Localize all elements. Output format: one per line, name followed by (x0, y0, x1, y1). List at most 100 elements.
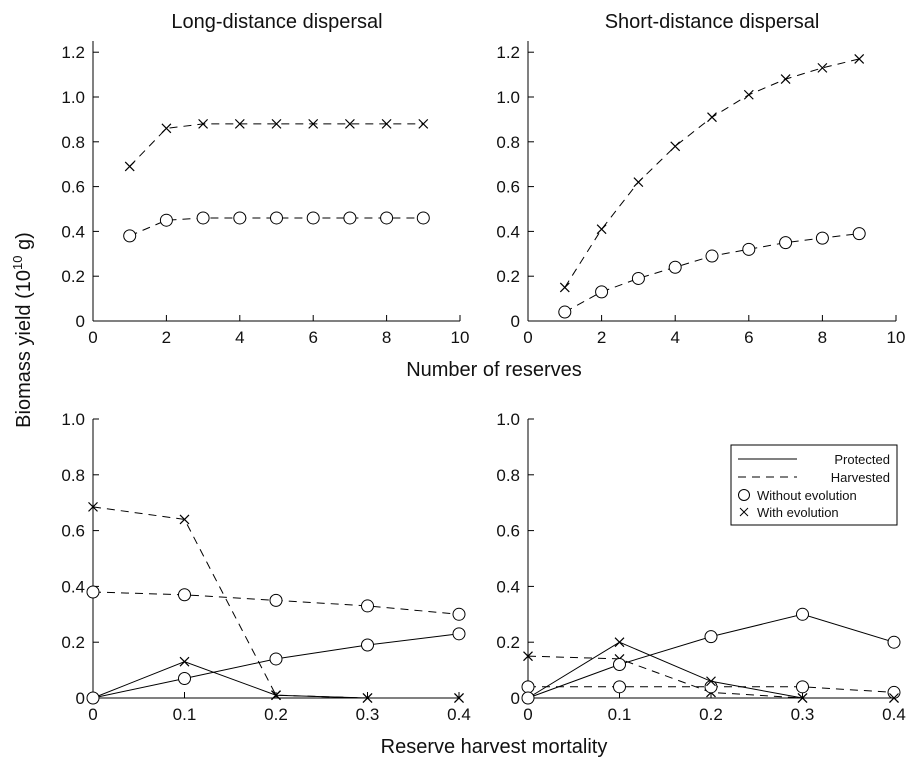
data-point-circle (270, 211, 283, 225)
data-point-cross (308, 118, 319, 129)
x-tick-label: 0.2 (264, 705, 288, 724)
data-point-cross (889, 693, 899, 703)
data-point-circle (452, 627, 466, 641)
y-tick-label: 0.8 (496, 466, 520, 485)
data-point-circle (361, 599, 374, 613)
x-tick-label: 0 (523, 328, 532, 347)
y-tick-label: 0.2 (61, 633, 85, 652)
y-tick-label: 0.6 (496, 522, 520, 541)
bottom-x-axis-label: Reserve harvest mortality (381, 736, 608, 758)
x-tick-label: 4 (235, 328, 244, 347)
y-tick-label: 0.2 (61, 267, 85, 286)
x-tick-label: 0.4 (447, 705, 471, 724)
legend-with-evolution: With evolution (757, 505, 839, 520)
data-point-circle (779, 236, 793, 250)
series-line (129, 123, 424, 167)
y-tick-label: 1.0 (496, 410, 520, 429)
x-tick-label: 10 (887, 328, 906, 347)
legend-protected: Protected (834, 452, 890, 467)
data-point-cross (797, 693, 808, 703)
y-tick-label: 0.6 (496, 178, 520, 197)
data-point-circle (704, 680, 718, 694)
y-tick-label: 0.2 (496, 267, 520, 286)
data-point-cross (88, 501, 98, 512)
data-point-circle (521, 680, 535, 694)
data-point-cross (817, 62, 828, 73)
panel-title-short-distance: Short-distance dispersal (605, 11, 820, 33)
y-tick-label: 0 (76, 689, 85, 708)
legend-box (730, 444, 898, 526)
x-tick-label: 0 (523, 705, 532, 724)
x-tick-label: 0 (88, 705, 97, 724)
data-point-cross (271, 118, 282, 129)
panel-short-distance-mortality: 0 0.1 0.2 0.3 0.4 0 0.2 0.4 0.6 0.8 1.0 (496, 410, 905, 724)
data-point-circle (742, 242, 756, 256)
data-point-circle (306, 211, 320, 225)
series-line (564, 233, 860, 313)
data-point-circle (613, 680, 626, 694)
panel-title-long-distance: Long-distance dispersal (171, 11, 382, 33)
legend-circle-marker (738, 489, 750, 501)
data-point-circle (796, 680, 809, 694)
data-point-circle (852, 227, 866, 241)
data-point-circle (631, 271, 645, 285)
data-point-cross (706, 676, 716, 687)
x-tick-label: 0.4 (882, 705, 906, 724)
y-tick-label: 1.2 (496, 43, 520, 62)
y-tick-label: 0.4 (61, 222, 85, 241)
data-point-circle (613, 658, 626, 672)
legend-harvested: Harvested (831, 470, 890, 485)
data-point-cross (633, 177, 644, 188)
data-point-cross (743, 89, 754, 100)
data-point-circle (416, 211, 430, 225)
series-line (92, 633, 460, 699)
panel-long-distance: 0 2 4 6 8 10 0 0.2 0.4 0.6 0.8 1.0 1.2 (61, 41, 469, 347)
x-tick-label: 0.3 (791, 705, 815, 724)
y-tick-label: 1.0 (496, 88, 520, 107)
data-point-cross (179, 514, 190, 525)
data-point-cross (596, 224, 607, 235)
data-point-cross (271, 690, 281, 701)
y-tick-label: 0.8 (496, 133, 520, 152)
y-tick-label: 0.8 (61, 133, 85, 152)
data-point-circle (887, 685, 901, 699)
data-point-cross (454, 693, 464, 703)
data-point-circle (196, 211, 210, 225)
data-point-circle (159, 213, 173, 227)
y-tick-label: 0.8 (61, 466, 85, 485)
y-tick-label: 0.4 (61, 577, 85, 596)
y-tick-label: 0 (511, 312, 520, 331)
data-point-circle (178, 588, 191, 602)
x-tick-label: 0.3 (356, 705, 380, 724)
data-point-cross (707, 112, 717, 123)
legend-cross-marker (739, 507, 749, 517)
data-point-circle (343, 211, 357, 225)
data-point-circle (704, 630, 718, 644)
data-point-cross (418, 118, 429, 129)
x-tick-label: 2 (597, 328, 606, 347)
data-point-circle (595, 285, 609, 299)
data-point-cross (854, 53, 865, 64)
shared-y-axis-label: Biomass yield (1010 g) (10, 232, 35, 428)
data-point-cross (234, 118, 245, 129)
data-point-circle (452, 607, 466, 621)
x-tick-label: 4 (670, 328, 679, 347)
data-point-circle (86, 691, 100, 705)
data-point-cross (780, 74, 791, 85)
data-point-circle (705, 249, 719, 263)
data-point-circle (361, 638, 374, 652)
x-tick-label: 8 (382, 328, 391, 347)
y-tick-label: 1.0 (61, 88, 85, 107)
legend-without-evolution: Without evolution (757, 488, 857, 503)
data-point-cross (559, 282, 570, 293)
data-point-circle (887, 635, 901, 649)
data-point-circle (380, 211, 394, 225)
data-point-circle (269, 593, 283, 607)
data-point-circle (558, 305, 572, 319)
data-point-cross (362, 693, 373, 703)
data-point-cross (344, 118, 355, 129)
x-tick-label: 8 (818, 328, 827, 347)
top-x-axis-label: Number of reserves (406, 359, 582, 381)
data-point-cross (381, 118, 392, 129)
